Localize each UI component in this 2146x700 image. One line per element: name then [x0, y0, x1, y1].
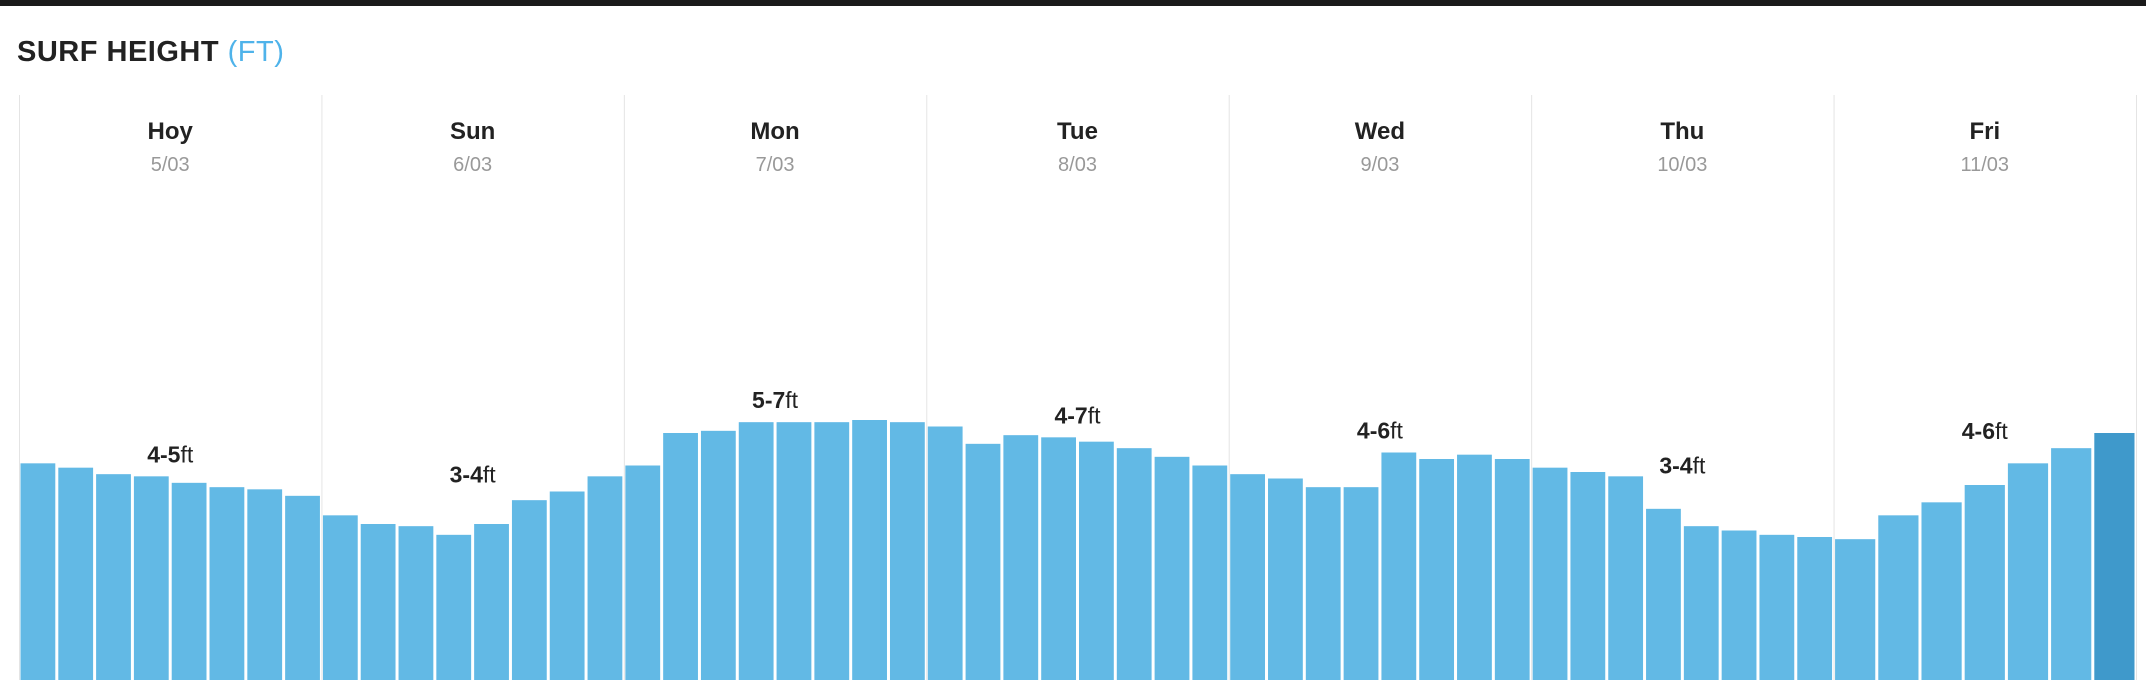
day-label: Hoy	[148, 118, 194, 145]
range-label: 5-7ft	[752, 387, 799, 413]
range-value: 4-5	[147, 441, 180, 467]
surf-bar	[247, 489, 283, 680]
surf-bar	[1878, 515, 1919, 680]
day-label: Thu	[1660, 118, 1704, 145]
surf-bar	[587, 476, 623, 680]
top-border	[0, 0, 2146, 6]
range-label: 4-7ft	[1054, 402, 1101, 428]
surf-bar	[1343, 487, 1379, 680]
surf-bar	[1419, 459, 1455, 680]
range-unit: ft	[1390, 418, 1403, 444]
range-unit: ft	[1995, 418, 2008, 444]
date-label: 5/03	[151, 154, 190, 176]
title-text: SURF HEIGHT	[17, 36, 220, 68]
surf-bar	[209, 487, 245, 680]
surf-bar	[1759, 534, 1795, 680]
surf-bar	[1921, 502, 1962, 680]
range-unit: ft	[483, 461, 496, 487]
date-label: 6/03	[453, 154, 492, 176]
surf-bar	[1192, 465, 1228, 680]
date-label: 10/03	[1657, 154, 1707, 176]
surf-bar	[1608, 476, 1644, 680]
surf-bar	[1079, 441, 1114, 680]
surf-bar	[1457, 454, 1492, 680]
surf-bar	[1964, 485, 2005, 680]
surf-bar	[814, 422, 850, 680]
range-label: 4-5ft	[147, 441, 194, 467]
surf-bar	[398, 526, 434, 680]
range-label: 4-6ft	[1357, 418, 1404, 444]
date-label: 7/03	[756, 154, 795, 176]
surf-bar	[2051, 448, 2092, 680]
surf-bar	[625, 465, 661, 680]
surf-bar	[1154, 456, 1190, 680]
surf-bar	[1835, 539, 1876, 680]
day-label: Sun	[450, 118, 495, 145]
day-label: Mon	[750, 118, 799, 145]
surf-bar	[20, 463, 56, 680]
surf-bar	[1268, 478, 1303, 680]
range-unit: ft	[1088, 402, 1101, 428]
date-label: 8/03	[1058, 154, 1097, 176]
surf-bar	[1532, 467, 1568, 680]
surf-bar	[133, 476, 169, 680]
surf-bar	[1683, 526, 1719, 680]
surf-bar	[965, 443, 1001, 680]
day-label: Wed	[1355, 118, 1405, 145]
surf-bar	[58, 467, 94, 680]
range-unit: ft	[785, 387, 798, 413]
surf-bar	[2007, 463, 2049, 680]
surf-bar	[1721, 530, 1757, 680]
surf-bar	[96, 474, 131, 680]
surf-bar	[1305, 487, 1341, 680]
range-value: 4-6	[1357, 418, 1390, 444]
title-unit: (FT)	[227, 36, 285, 68]
range-value: 4-7	[1054, 402, 1087, 428]
range-label: 3-4ft	[1659, 453, 1706, 479]
surf-bar	[511, 500, 547, 680]
surf-bar	[360, 524, 396, 680]
surf-bar	[1041, 437, 1076, 680]
surf-bar	[1230, 474, 1266, 680]
day-label: Fri	[1969, 118, 2000, 145]
surf-bar	[322, 515, 358, 680]
range-value: 4-6	[1962, 418, 1995, 444]
surf-bar	[1646, 508, 1681, 680]
surf-bar-selected	[2094, 433, 2135, 680]
surf-bar	[171, 482, 207, 680]
surf-bar	[1797, 537, 1833, 680]
range-value: 5-7	[752, 387, 785, 413]
surf-bar	[436, 534, 472, 680]
chart-title: SURF HEIGHT (FT)	[17, 36, 284, 69]
range-value: 3-4	[1659, 453, 1692, 479]
surf-bar	[549, 491, 585, 680]
day-label: Tue	[1057, 118, 1098, 145]
range-unit: ft	[180, 441, 193, 467]
surf-bar	[285, 495, 320, 680]
surf-bar	[889, 422, 925, 680]
surf-bar	[1003, 435, 1039, 680]
range-label: 4-6ft	[1962, 418, 2009, 444]
surf-bar	[852, 420, 887, 680]
date-label: 9/03	[1360, 154, 1399, 176]
surf-bar	[776, 422, 812, 680]
date-label: 11/03	[1960, 154, 2009, 176]
surf-bar	[1381, 452, 1417, 680]
surf-bar	[1570, 472, 1606, 680]
range-value: 3-4	[450, 461, 483, 487]
range-label: 3-4ft	[450, 461, 497, 487]
surf-bar	[474, 524, 509, 680]
surf-bar	[663, 433, 698, 680]
surf-bar	[1494, 459, 1530, 680]
surf-bar	[700, 430, 736, 680]
surf-bar	[738, 422, 774, 680]
range-unit: ft	[1693, 453, 1706, 479]
surf-bar	[927, 426, 963, 680]
surf-bar	[1116, 448, 1152, 680]
